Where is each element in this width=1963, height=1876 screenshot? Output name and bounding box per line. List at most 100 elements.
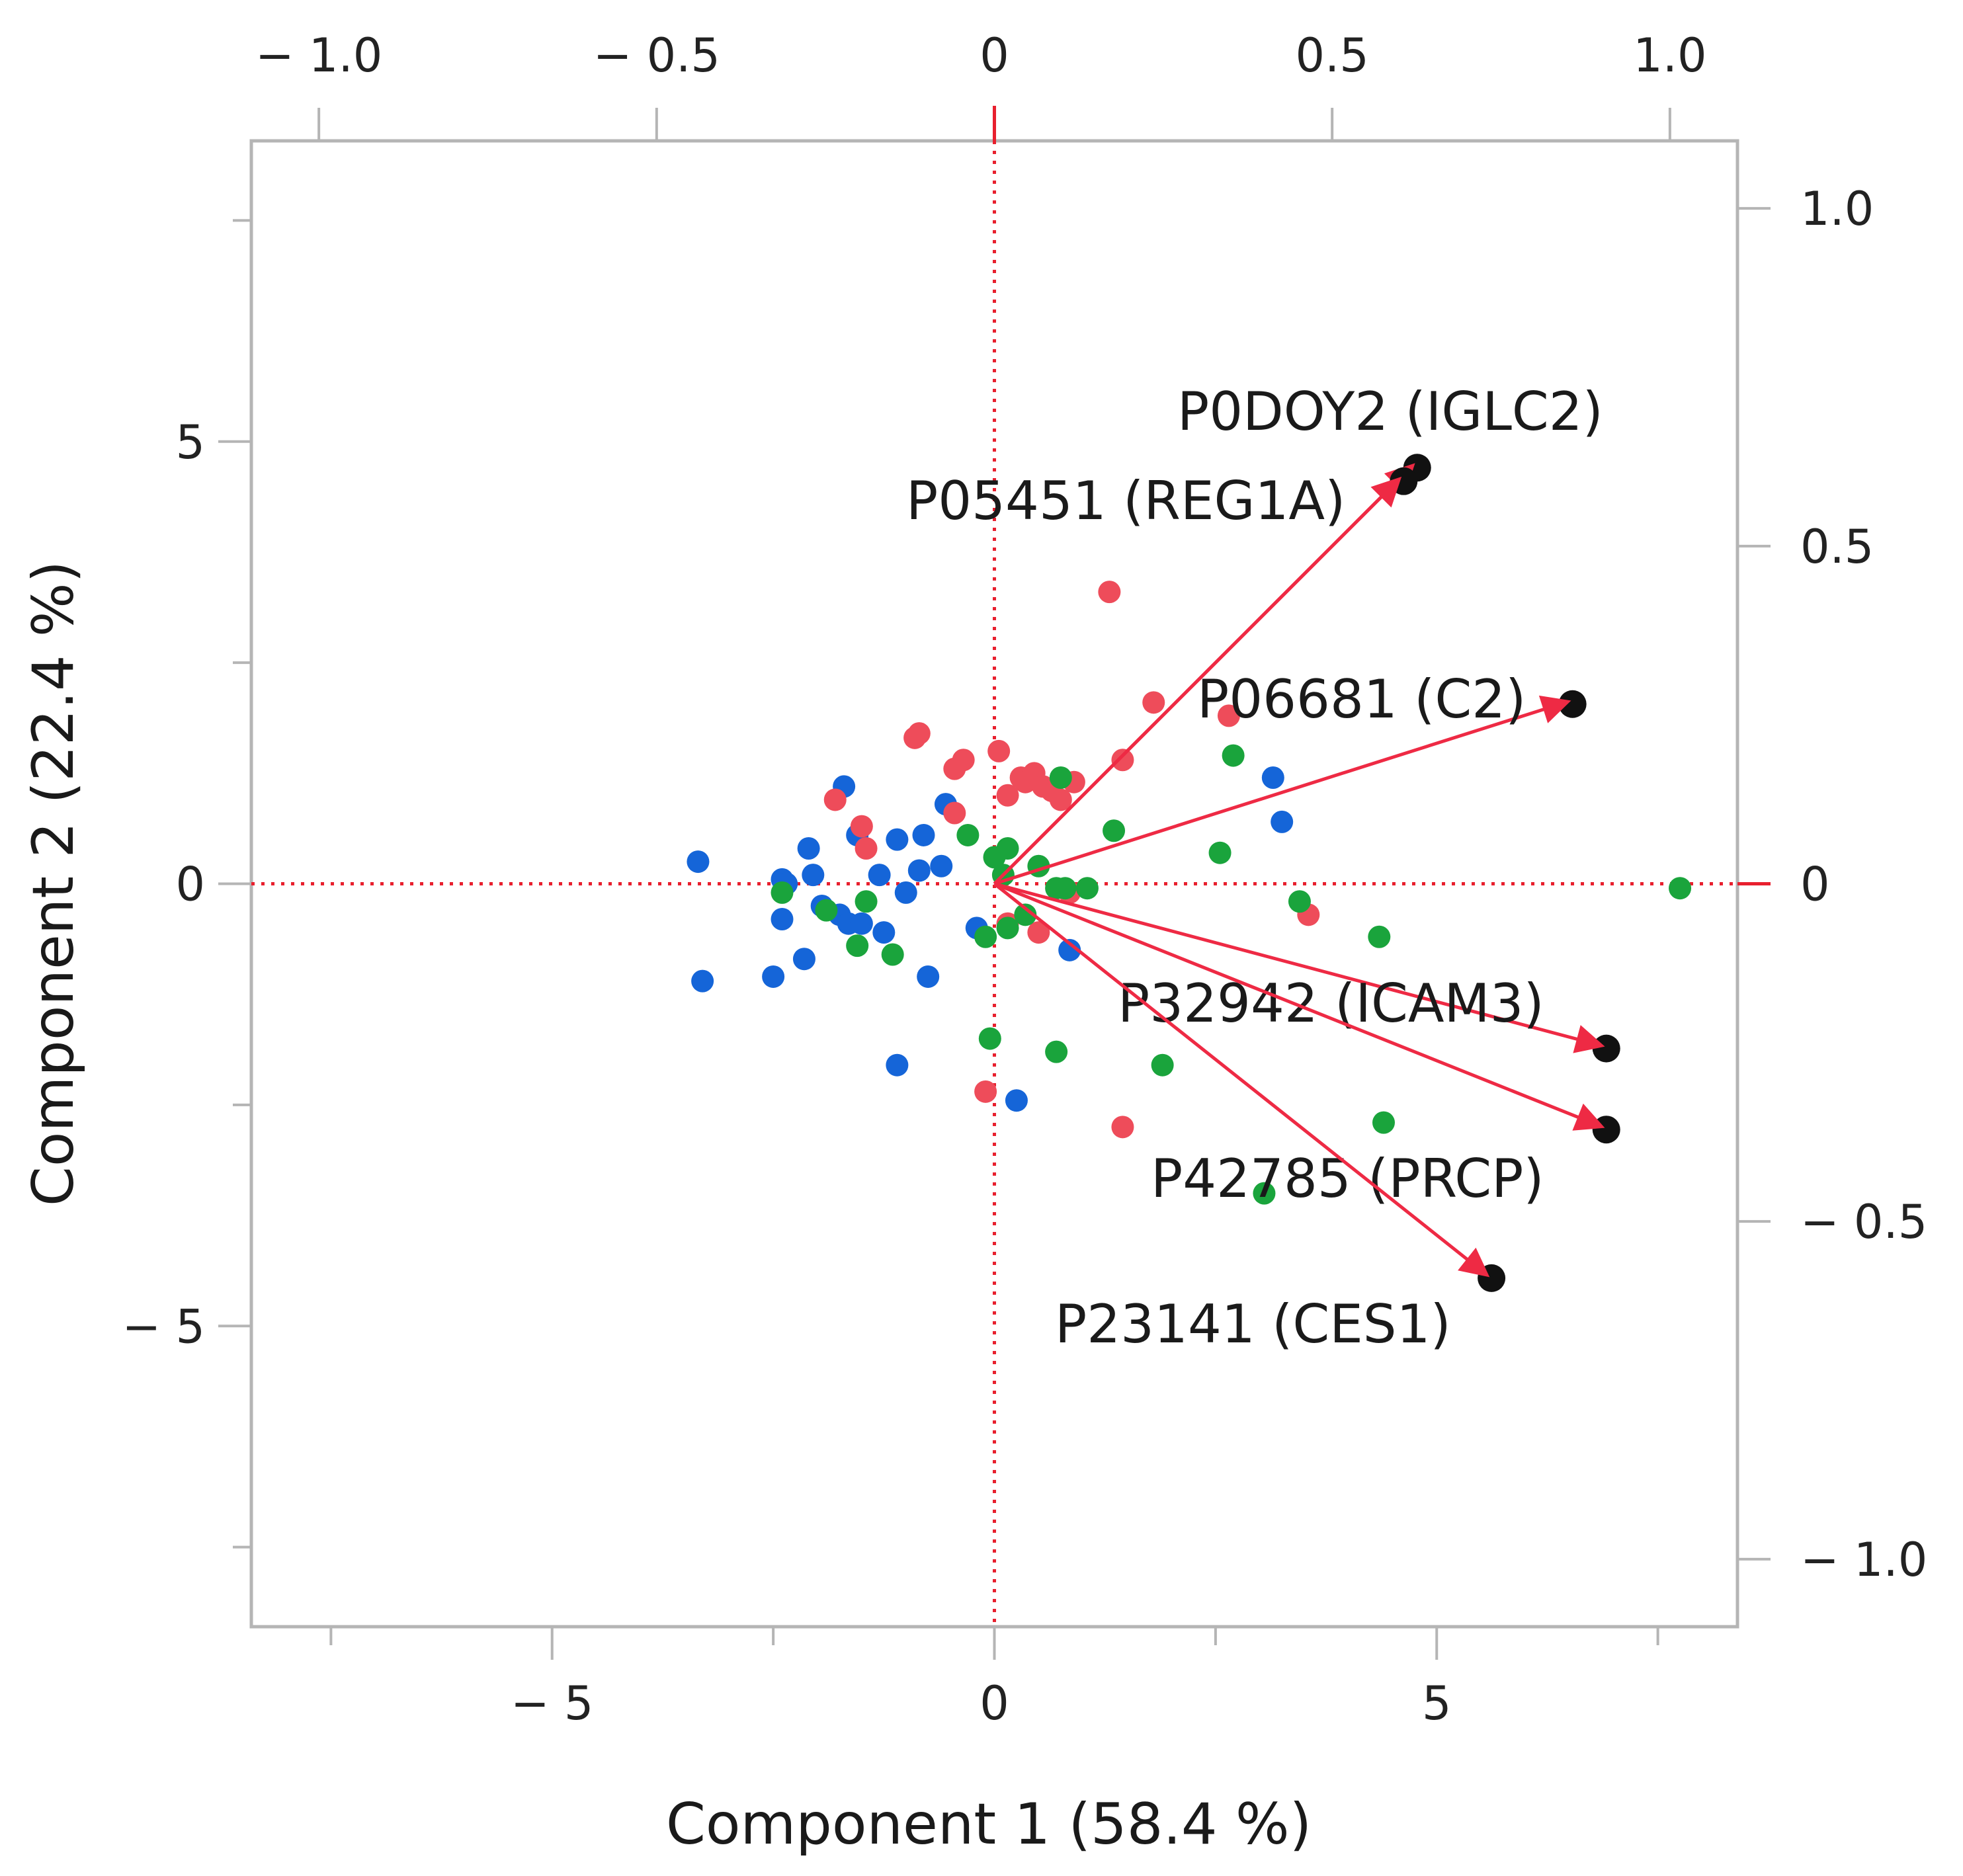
loading-endpoint: [1592, 1034, 1620, 1063]
x-axis-title: Component 1 (58.4 %): [666, 1791, 1312, 1857]
score-point: [1253, 1182, 1276, 1205]
score-point: [1217, 704, 1240, 727]
score-point: [894, 881, 917, 904]
score-point: [996, 917, 1019, 940]
loading-label: P05451 (REG1A): [906, 470, 1345, 532]
score-point: [974, 1080, 997, 1103]
score-point: [1054, 877, 1077, 900]
loading-label: P23141 (CES1): [1055, 1293, 1451, 1355]
top-tick-label: − 1.0: [255, 28, 382, 83]
reference-lines: [251, 106, 1771, 1627]
x-tick-label: − 5: [511, 1676, 593, 1731]
score-point: [762, 965, 785, 988]
score-point: [691, 969, 714, 993]
x-tick-label: 5: [1422, 1676, 1452, 1731]
score-point: [855, 837, 878, 860]
loading-endpoint: [1558, 690, 1587, 718]
loading-arrow: [993, 882, 1604, 1129]
score-point: [943, 801, 966, 825]
loading-label: P06681 (C2): [1197, 669, 1526, 730]
score-point: [823, 788, 847, 811]
score-point: [1288, 890, 1311, 913]
score-point: [868, 864, 891, 887]
score-point: [846, 934, 869, 958]
score-point: [792, 948, 815, 971]
score-point: [881, 943, 904, 966]
score-point: [1075, 877, 1099, 900]
axis-tick-marks: [218, 108, 1771, 1660]
loading-arrow: [993, 700, 1570, 885]
score-point: [996, 837, 1019, 860]
loading-arrow: [993, 477, 1401, 885]
score-point: [850, 815, 873, 838]
right-tick-label: 0.5: [1800, 520, 1874, 574]
score-point: [1098, 581, 1121, 604]
score-point: [996, 784, 1019, 807]
score-point: [815, 899, 838, 922]
loading-label: P32942 (ICAM3): [1118, 973, 1544, 1034]
score-point: [850, 912, 873, 935]
top-tick-label: 0: [980, 28, 1009, 83]
loading-arrowhead: [1538, 695, 1571, 723]
loading-arrowhead: [1370, 476, 1402, 508]
y-tick-label: 0: [175, 858, 205, 912]
score-point: [1368, 925, 1391, 948]
right-tick-label: − 1.0: [1800, 1533, 1927, 1587]
score-point: [912, 823, 935, 846]
score-point: [1142, 691, 1165, 714]
axis-tick-labels: − 5 0 5 − 5 0 5 − 1.0 − 1.0 − 0.5 − 0.5 0 0 0.5 0.5 1.…: [122, 28, 1928, 1731]
score-point: [956, 823, 980, 846]
score-points: [687, 581, 1692, 1205]
score-point: [1271, 810, 1294, 833]
score-point: [1669, 877, 1692, 900]
score-point: [1058, 938, 1081, 961]
score-point: [907, 859, 931, 882]
score-point: [1111, 1116, 1134, 1139]
loading-arrowhead: [1573, 1025, 1605, 1053]
score-point: [797, 837, 820, 860]
score-point: [771, 908, 794, 930]
score-point: [771, 881, 794, 904]
loading-arrow: [993, 882, 1604, 1048]
score-point: [1103, 819, 1126, 842]
top-tick-label: − 0.5: [593, 28, 720, 83]
top-tick-label: 0.5: [1296, 28, 1369, 83]
score-point: [855, 890, 878, 913]
score-point: [907, 722, 931, 745]
score-point: [1151, 1053, 1174, 1077]
loading-vectors: P0DOY2 (IGLC2) P05451 (REG1A) P06681 (C2) P…: [906, 381, 1620, 1355]
top-tick-label: 1.0: [1633, 28, 1706, 83]
score-point: [1049, 788, 1072, 811]
score-point: [1049, 766, 1072, 789]
score-point: [886, 828, 909, 851]
score-point: [930, 854, 953, 877]
y-tick-label: 5: [175, 415, 205, 469]
right-tick-label: 1.0: [1800, 182, 1874, 236]
y-tick-label: − 5: [122, 1299, 205, 1354]
score-point: [687, 850, 710, 874]
score-point: [802, 864, 825, 887]
score-point: [952, 749, 975, 772]
score-point: [917, 965, 940, 988]
score-point: [1208, 841, 1232, 864]
loading-label: P42785 (PRCP): [1151, 1148, 1544, 1209]
score-point: [1027, 921, 1050, 944]
right-tick-label: − 0.5: [1800, 1195, 1927, 1249]
score-point: [1372, 1111, 1395, 1134]
score-point: [1045, 1040, 1068, 1063]
score-point: [1111, 749, 1134, 772]
score-point: [1005, 1089, 1028, 1112]
score-point: [886, 1053, 909, 1077]
score-point: [974, 925, 997, 948]
right-tick-label: 0: [1800, 858, 1830, 912]
score-point: [1222, 744, 1245, 767]
loading-arrowhead: [1572, 1103, 1605, 1131]
score-point: [1014, 903, 1037, 926]
loading-arrowhead: [1458, 1247, 1490, 1278]
loading-label: P0DOY2 (IGLC2): [1177, 381, 1603, 442]
y-axis-title: Component 2 (22.4 %): [21, 561, 87, 1206]
score-point: [978, 1027, 1001, 1050]
loading-arrow: [993, 882, 1489, 1277]
score-point: [1261, 766, 1284, 789]
